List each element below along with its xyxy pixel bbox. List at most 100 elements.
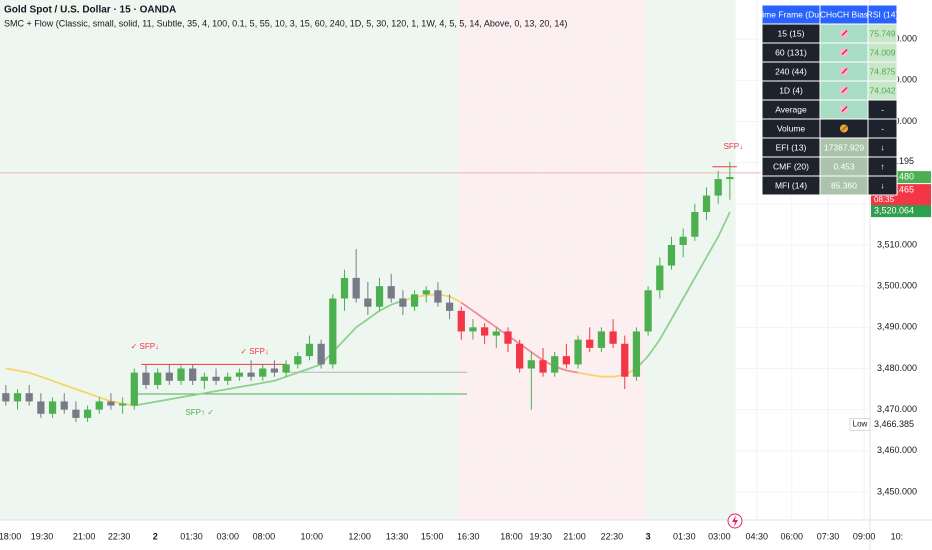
candle-body [504,331,512,344]
candle-body [726,177,734,180]
candle-body [574,339,582,365]
y-tick-label: 3,450.000 [877,486,917,496]
candle-body [118,403,127,406]
candle-body [422,290,430,295]
candle-body [200,376,208,381]
price-tag: 08:35 [874,195,895,204]
candle-body [259,368,267,377]
x-tick-label: 01:30 [180,531,203,541]
candle-body [375,286,384,307]
candle-body [95,401,103,410]
candle-body [469,327,477,332]
lightning-icon [727,513,743,529]
candle-body [457,310,465,332]
x-tick-label: 09:00 [853,531,876,541]
candle-body [481,327,489,336]
candle-body [597,331,606,348]
x-tick-label: 19:30 [31,531,54,541]
table-cell-text: 1D (4) [779,85,803,95]
candle-body [410,294,419,307]
table-cell [867,175,898,196]
candle-body [72,409,80,418]
table-cell-text: ↑ [880,161,884,171]
bias-icon [840,29,848,38]
candle-body [130,372,138,406]
price-label: 3,466.385 [874,419,914,429]
y-tick-label: 3,510.000 [877,239,917,249]
x-tick-label: 06:00 [780,531,803,541]
candle-body [644,290,652,332]
candle-body [189,368,197,381]
x-tick-label: 21:00 [73,531,96,541]
y-tick-label: 3,500.000 [877,281,917,291]
table-cell-text: Volume [777,123,806,133]
bias-icon [840,124,848,133]
trend-line [134,299,404,407]
y-tick-label: 3,470.000 [877,404,917,414]
candle-body [154,372,162,385]
x-tick-label: 13:30 [386,531,409,541]
candle-body [25,393,33,402]
x-tick-label: 12:00 [348,531,371,541]
candle-body [445,302,454,311]
x-tick-label: 22:30 [601,531,624,541]
table-cell-text: - [881,104,884,114]
chart-title: Gold Spot / U.S. Dollar · 15 · OANDA [4,5,176,16]
table-cell-text: 85.360 [831,180,857,190]
table-cell-text: - [881,123,884,133]
candle-body [702,195,711,213]
candle-body [48,401,57,414]
x-tick-label: 01:30 [673,531,696,541]
candle-body [656,265,664,291]
table-cell-text: EFI (13) [776,142,807,152]
candle-body [305,343,314,357]
bias-zone [0,0,458,520]
x-tick-label: 08:00 [253,531,276,541]
candle-body [364,298,372,307]
x-tick-label: 03:00 [708,531,731,541]
candle-body [609,331,617,344]
y-tick-label: 3,460.000 [877,445,917,455]
x-tick-label: 03:00 [216,531,239,541]
candle-body [142,372,150,385]
x-tick-label: 16:30 [457,531,480,541]
candle-body [387,286,395,299]
x-tick-label: 21:00 [563,531,586,541]
trend-line [635,211,731,370]
price-label-box [871,205,931,218]
candle-body [516,343,524,369]
table-cell-text: ↓ [880,180,884,190]
candle-body [667,244,676,266]
bias-icon [840,48,848,57]
table-cell-text: 74.009 [870,47,896,57]
candle-body [586,339,594,348]
candle-body [107,401,115,406]
candle-body [329,298,337,365]
candle-body [224,376,232,381]
candle-body [551,356,559,373]
candle-body [562,356,570,365]
candle-body [60,401,68,410]
candle-body [527,360,535,369]
y-tick-label: 3,490.000 [877,322,917,332]
table-cell-text: 0.453 [833,161,855,171]
table-cell-text: 240 (44) [775,66,807,76]
sfp-label: ✓ SFP↓ [240,347,268,356]
price-label: 3,520.064 [874,205,914,215]
candle-body [2,393,10,402]
x-tick-label: 07:30 [817,531,840,541]
candle-body [399,298,407,307]
candle-body [177,368,185,381]
candle-body [632,331,641,377]
table-cell-text: 74.042 [870,85,896,95]
candle-body [212,376,220,381]
x-tick-label: 19:30 [529,531,552,541]
table-cell-text: CHoCH Bias [820,9,868,19]
sfp-label: ✓ SFP↓ [131,342,159,351]
table-cell-text: Average [775,104,807,114]
table-cell-text: Time Frame (Dur) [757,9,824,19]
table-cell-text: 74.875 [870,66,896,76]
bias-zone [644,0,736,520]
candle-body [13,393,22,402]
y-tick-label: 3,480.000 [877,363,917,373]
